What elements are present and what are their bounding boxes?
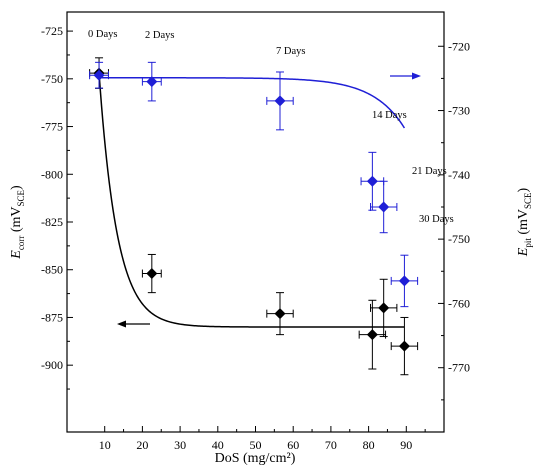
x-tick-label-60: 60 (287, 438, 299, 452)
y-right-title-unit-open: (mV (516, 209, 531, 238)
y-left-tick-label-6: -875 (41, 310, 63, 324)
y-axis-right: -720 -730 -740 -750 -760 -770 (438, 39, 470, 401)
x-tick-label-70: 70 (325, 438, 337, 452)
x-tick-label-40: 40 (212, 438, 224, 452)
black-point-3 (366, 329, 378, 341)
annotation-30-days: 30 Days (419, 214, 454, 225)
x-tick-label-80: 80 (363, 438, 375, 452)
y-right-tick-label-0: -720 (448, 39, 470, 53)
y-axis-left: -725 -750 -775 -800 -825 -850 -875 -900 (41, 24, 73, 390)
annotation-21-days: 21 Days (412, 166, 447, 177)
x-tick-label-20: 20 (136, 438, 148, 452)
black-fit-curve-group (98, 73, 405, 328)
x-tick-label-30: 30 (174, 438, 186, 452)
black-point-2 (274, 308, 286, 320)
y-axis-left-title: Ecorr (mVSCE) (9, 185, 26, 260)
blue-point-0 (93, 69, 105, 81)
x-axis: 10 20 30 40 50 60 70 80 90 (99, 426, 426, 452)
right-arrow-blue (390, 72, 421, 80)
annotation-2-days: 2 Days (145, 30, 174, 41)
y-left-title-unit-open: (mV (9, 206, 24, 235)
direction-arrows (117, 72, 421, 328)
black-fit-curve (98, 73, 405, 328)
annotations: 0 Days 2 Days 7 Days 14 Days 21 Days 30 … (88, 29, 454, 225)
y-right-title-main-sub: pit (523, 238, 533, 248)
black-point-1 (146, 268, 158, 280)
x-axis-title: DoS (mg/cm²) (215, 451, 296, 466)
x-tick-label-90: 90 (400, 438, 412, 452)
annotation-14-days: 14 Days (372, 110, 407, 121)
y-left-tick-label-3: -800 (41, 167, 63, 181)
y-left-tick-label-1: -750 (41, 72, 63, 86)
y-left-tick-label-7: -900 (41, 358, 63, 372)
annotation-0-days: 0 Days (88, 29, 117, 40)
y-right-tick-label-1: -730 (448, 104, 470, 118)
y-left-tick-label-2: -775 (41, 120, 63, 134)
blue-point-4 (378, 201, 390, 213)
y-left-title-main-sub: corr (16, 236, 26, 251)
y-right-tick-label-4: -760 (448, 296, 470, 310)
y-right-title-unit-close: ) (516, 187, 531, 192)
y-right-tick-label-3: -750 (448, 232, 470, 246)
blue-fit-curve-group (99, 77, 406, 129)
x-tick-label-10: 10 (99, 438, 111, 452)
blue-point-2 (274, 95, 286, 107)
blue-point-1 (146, 76, 158, 88)
plot-frame (66, 11, 445, 433)
left-arrow-black (117, 320, 150, 328)
y-axis-right-title: Epit (mVSCE) (516, 187, 533, 257)
y-left-tick-label-4: -825 (41, 215, 63, 229)
y-left-title-unit-close: ) (9, 185, 24, 190)
blue-point-5 (398, 275, 410, 287)
y-right-title-unit-sub: SCE (523, 192, 533, 209)
blue-point-3 (366, 175, 378, 187)
annotation-7-days: 7 Days (276, 46, 305, 57)
blue-series (89, 61, 419, 308)
plot-border (66, 11, 445, 433)
y-left-tick-label-5: -850 (41, 263, 63, 277)
y-left-title-main: E (9, 250, 24, 260)
y-left-title-unit-sub: SCE (16, 189, 26, 206)
y-right-title-main: E (516, 247, 531, 257)
black-point-5 (398, 340, 410, 352)
blue-fit-curve (99, 77, 406, 129)
y-left-tick-label-0: -725 (41, 24, 63, 38)
y-right-tick-label-5: -770 (448, 361, 470, 375)
black-point-4 (378, 302, 390, 314)
black-series (89, 57, 419, 376)
y-right-tick-label-2: -740 (448, 168, 470, 182)
x-tick-label-50: 50 (250, 438, 262, 452)
